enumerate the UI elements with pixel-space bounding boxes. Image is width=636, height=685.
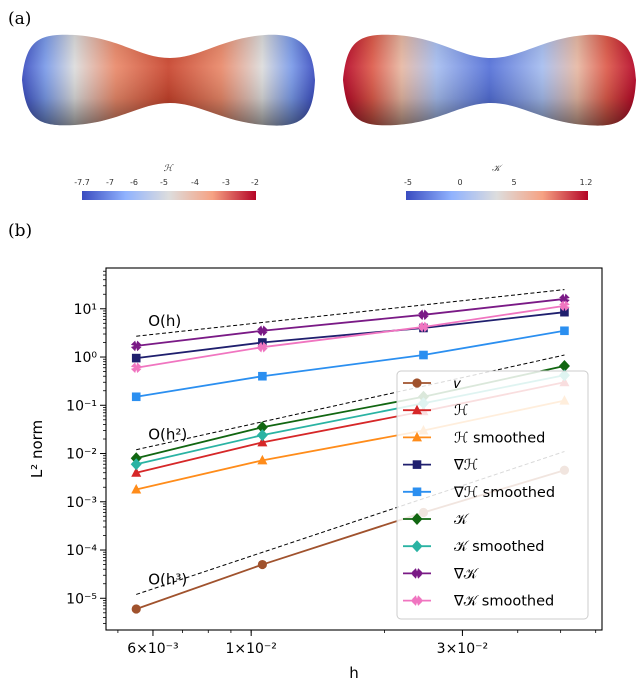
colorbar-mean-curvature: ℋ -7.7 -7 -6 -5 -4 -3 -2	[74, 164, 259, 200]
y-tick-label: 10⁻⁴	[66, 543, 97, 559]
legend-marker	[412, 404, 422, 415]
reference-line-label: O(h³)	[148, 570, 187, 588]
legend-marker	[411, 568, 423, 579]
legend-marker	[412, 460, 422, 469]
data-point	[257, 341, 268, 353]
y-tick-label: 10¹	[74, 302, 97, 318]
colorbar-tick: 1.2	[580, 178, 593, 187]
colorbar-gaussian-curvature: 𝒦 -5 0 5 1.2	[404, 164, 592, 200]
data-point	[559, 293, 570, 305]
colorbar-tick: 5	[511, 178, 516, 187]
x-tick-label: 3×10⁻²	[437, 641, 488, 657]
data-point	[131, 604, 141, 614]
data-point	[131, 483, 142, 494]
data-point	[419, 350, 428, 360]
legend-label: ℋ	[454, 403, 468, 419]
data-point	[256, 429, 268, 442]
data-point	[558, 360, 570, 373]
data-point	[257, 559, 267, 570]
data-point	[130, 340, 142, 352]
y-tick-label: 10⁻³	[66, 495, 97, 511]
data-point	[560, 326, 569, 336]
data-point	[257, 454, 268, 465]
legend-label: ℋ smoothed	[454, 430, 545, 446]
data-point	[257, 325, 268, 337]
legend-label: ∇𝒦 smoothed	[453, 594, 554, 610]
legend-label: ∇ℋ smoothed	[453, 485, 555, 501]
x-tick-label: 1×10⁻²	[225, 641, 276, 657]
y-tick-label: 10⁻⁵	[66, 591, 97, 607]
legend-marker	[411, 513, 423, 525]
legend-label: ∇𝒦	[453, 566, 480, 582]
colorbar-tick: -5	[404, 178, 412, 187]
series-line	[136, 311, 565, 359]
data-point	[131, 467, 142, 477]
y-tick-label: 10⁻¹	[66, 398, 97, 414]
colorbar-tick: -4	[191, 178, 199, 187]
colorbar-tick: -6	[130, 178, 138, 187]
legend-marker	[412, 378, 422, 388]
legend-marker	[411, 540, 423, 553]
legend-marker	[412, 487, 422, 497]
data-point	[130, 362, 142, 374]
gaussian-curvature-shape	[343, 34, 636, 126]
colorbar-tick: 0	[457, 178, 462, 187]
x-tick-label: 6×10⁻³	[127, 641, 178, 657]
data-point	[418, 321, 429, 333]
plot-frame	[105, 267, 603, 631]
data-point	[560, 307, 569, 317]
legend-label: 𝜈	[454, 376, 462, 392]
colorbar-title: ℋ	[164, 164, 175, 174]
data-point	[130, 452, 142, 465]
reference-line-label: O(h)	[148, 312, 181, 330]
data-point	[418, 309, 429, 321]
colorbar-tick: -5	[160, 178, 168, 187]
data-point	[131, 392, 141, 402]
series-line	[136, 329, 565, 398]
colorbar-tick: -7	[106, 178, 114, 187]
data-point	[258, 338, 267, 347]
colorbar-tick: -7.7	[74, 178, 90, 187]
data-point	[257, 436, 268, 447]
legend-label: ∇ℋ	[453, 458, 478, 474]
y-axis-label: L² norm	[28, 420, 46, 478]
convergence-chart: 6×10⁻³ 1×10⁻² 3×10⁻² 10⁻⁵ 10⁻⁴ 10⁻³ 10⁻² 10⁻¹ 10…	[28, 267, 603, 682]
colorbar-title: 𝒦	[492, 164, 503, 174]
y-tick-label: 10⁰	[74, 350, 98, 366]
panel-a-label: (a)	[8, 9, 31, 29]
reference-line-label: O(h²)	[148, 426, 187, 444]
x-axis-label: h	[349, 664, 359, 682]
panel-b-label: (b)	[8, 221, 32, 241]
legend-marker	[412, 431, 422, 442]
colorbar-tick: -2	[251, 178, 259, 187]
legend-label: 𝒦 smoothed	[454, 539, 545, 555]
y-tick-label: 10⁻²	[66, 447, 97, 463]
reference-line	[136, 289, 565, 337]
data-point	[256, 421, 268, 434]
colorbar-tick: -3	[222, 178, 230, 187]
mean-curvature-shape	[22, 34, 315, 126]
data-point	[130, 458, 142, 471]
legend-box	[396, 370, 589, 620]
series-line	[136, 298, 565, 347]
reference-line	[136, 451, 565, 595]
legend-marker	[411, 595, 423, 606]
data-point	[559, 300, 570, 312]
data-point	[131, 353, 141, 363]
series-line	[136, 304, 565, 369]
data-point	[258, 371, 267, 381]
legend-label: 𝒦	[454, 512, 470, 528]
